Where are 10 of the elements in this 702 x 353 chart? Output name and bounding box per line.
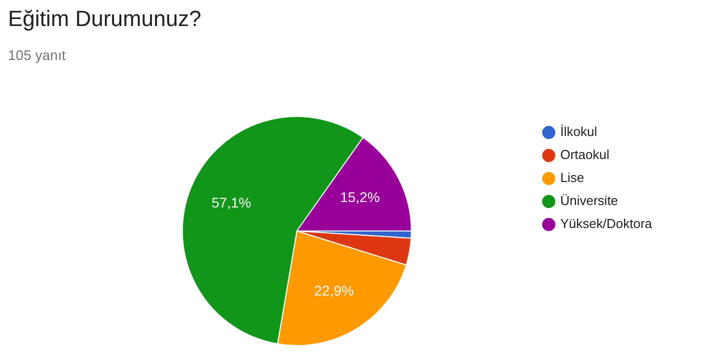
- chart-title: Eğitim Durumunuz?: [8, 6, 202, 32]
- data-label: 57,1%: [211, 194, 252, 211]
- data-label: 15,2%: [340, 189, 380, 206]
- text: 105 yanıt: [8, 47, 66, 63]
- legend-label: Lise: [560, 170, 584, 186]
- data-label: 22,9%: [314, 282, 354, 298]
- legend-label: Üniversite: [560, 193, 618, 208]
- legend-label: İlkokul: [560, 124, 598, 140]
- legend-label: Ortaokul: [560, 147, 610, 162]
- legend-label: Yüksek/Doktora: [560, 216, 653, 232]
